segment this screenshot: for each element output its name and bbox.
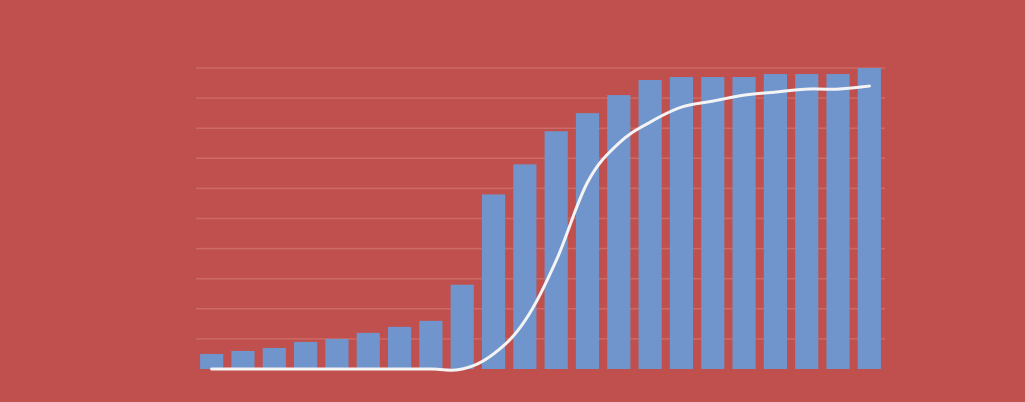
bar <box>200 353 224 369</box>
bar <box>262 347 286 369</box>
bar <box>638 80 662 369</box>
bar-series <box>200 68 881 370</box>
bar <box>701 77 725 369</box>
bar <box>763 74 787 370</box>
bar <box>544 131 568 369</box>
bar <box>450 284 474 369</box>
bar <box>231 350 255 369</box>
bar <box>826 74 850 370</box>
bar <box>607 95 631 369</box>
bar <box>481 194 506 369</box>
series-line <box>210 84 871 372</box>
bar <box>513 164 537 369</box>
bar <box>419 320 443 369</box>
gridlines <box>196 67 885 340</box>
bar <box>732 77 756 369</box>
bar <box>857 68 881 369</box>
bar <box>575 113 600 370</box>
bar <box>795 74 819 370</box>
line-series <box>210 84 871 372</box>
bar <box>356 332 380 369</box>
bar <box>325 338 349 369</box>
bar <box>669 77 694 369</box>
bar <box>387 326 412 369</box>
bar <box>294 341 318 369</box>
